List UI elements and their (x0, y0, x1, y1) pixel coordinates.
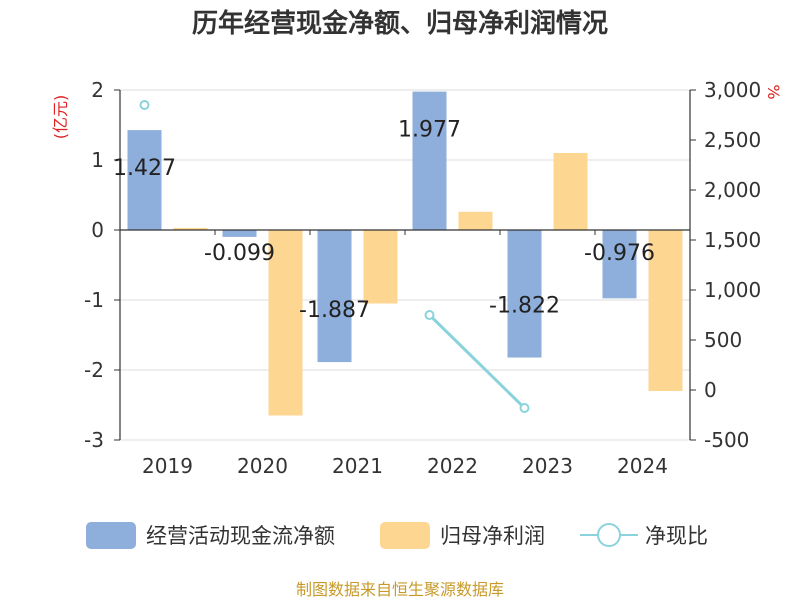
category-label: 2024 (617, 454, 668, 478)
legend-label: 经营活动现金流净额 (146, 524, 335, 548)
line-segment (428, 313, 526, 410)
bar-profit (648, 230, 683, 391)
line-series (139, 100, 530, 413)
axes: 2 1 0 -1 -2 -3 3,000 2,500 2,000 1,500 1,000 500 0 -5… (84, 78, 761, 478)
legend-swatch-cashflow (86, 522, 136, 549)
right-tick-label: 1,000 (704, 278, 761, 302)
legend-swatch-profit (380, 522, 430, 549)
data-label: 1.977 (398, 118, 461, 143)
right-tick-label: 2,000 (704, 178, 761, 202)
legend-label: 归母净利润 (440, 524, 545, 548)
data-label: -0.099 (204, 241, 275, 266)
category-label: 2022 (427, 454, 478, 478)
left-tick-label: -1 (84, 288, 104, 312)
data-label: -0.976 (584, 241, 655, 266)
right-tick-label: 500 (704, 328, 742, 352)
bar-cashflow (602, 230, 637, 299)
bar-cashflow (507, 230, 542, 358)
data-label: -1.822 (489, 294, 560, 319)
bar-profit (173, 227, 208, 230)
left-tick-label: -3 (84, 428, 104, 452)
category-label: 2019 (142, 454, 193, 478)
bar-cashflow (222, 230, 257, 237)
line-point (139, 100, 150, 110)
right-tick-label: 1,500 (704, 228, 761, 252)
left-axis-unit: (亿元) (51, 95, 70, 140)
legend-label: 净现比 (645, 524, 708, 548)
data-label: 1.427 (113, 156, 176, 181)
chart-title: 历年经营现金净额、归母净利润情况 (192, 8, 608, 39)
category-label: 2021 (332, 454, 383, 478)
bar-cashflow (317, 230, 352, 363)
bar-profit (553, 153, 588, 230)
right-axis-unit: % (764, 84, 783, 99)
right-tick-label: -500 (704, 428, 749, 452)
left-tick-label: 2 (91, 78, 104, 102)
data-label: -1.887 (299, 298, 370, 323)
category-label: 2020 (237, 454, 288, 478)
line-point (424, 310, 435, 320)
right-tick-label: 3,000 (704, 78, 761, 102)
left-tick-label: 1 (91, 148, 104, 172)
line-point (519, 403, 530, 413)
bar-cashflow (127, 130, 162, 230)
right-tick-label: 2,500 (704, 128, 761, 152)
legend-point-swatch (597, 523, 621, 547)
source-note: 制图数据来自恒生聚源数据库 (296, 580, 504, 599)
bar-profit (363, 230, 398, 304)
category-label: 2023 (522, 454, 573, 478)
legend: 经营活动现金流净额 归母净利润 净现比 (86, 522, 708, 549)
bar-profit (458, 211, 493, 230)
bar-profit (268, 230, 303, 416)
left-tick-label: 0 (91, 218, 104, 242)
bars (127, 91, 683, 416)
bar-cashflow (412, 91, 447, 230)
right-tick-label: 0 (704, 378, 717, 402)
grid-lines (120, 89, 690, 441)
left-tick-label: -2 (84, 358, 104, 382)
data-labels: 1.427 -0.099 -1.887 1.977 -1.822 -0.976 (113, 118, 655, 323)
